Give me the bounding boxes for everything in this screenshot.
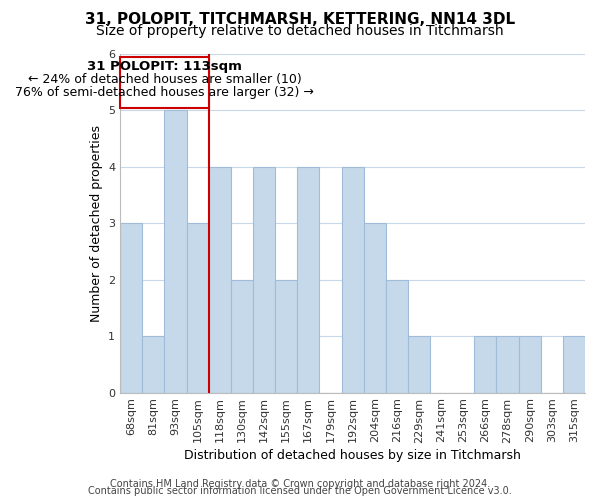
Bar <box>386 280 408 392</box>
Bar <box>187 224 209 392</box>
Text: ← 24% of detached houses are smaller (10): ← 24% of detached houses are smaller (10… <box>28 73 301 86</box>
Bar <box>341 167 364 392</box>
Bar <box>518 336 541 392</box>
Text: 31, POLOPIT, TITCHMARSH, KETTERING, NN14 3DL: 31, POLOPIT, TITCHMARSH, KETTERING, NN14… <box>85 12 515 28</box>
Bar <box>164 110 187 392</box>
Bar <box>275 280 297 392</box>
Bar <box>120 224 142 392</box>
Bar <box>142 336 164 392</box>
Y-axis label: Number of detached properties: Number of detached properties <box>89 125 103 322</box>
Bar <box>496 336 518 392</box>
Bar <box>297 167 319 392</box>
Text: 31 POLOPIT: 113sqm: 31 POLOPIT: 113sqm <box>87 60 242 73</box>
Bar <box>408 336 430 392</box>
Text: Size of property relative to detached houses in Titchmarsh: Size of property relative to detached ho… <box>96 24 504 38</box>
Text: 76% of semi-detached houses are larger (32) →: 76% of semi-detached houses are larger (… <box>15 86 314 99</box>
Bar <box>563 336 585 392</box>
Text: Contains HM Land Registry data © Crown copyright and database right 2024.: Contains HM Land Registry data © Crown c… <box>110 479 490 489</box>
Bar <box>253 167 275 392</box>
Bar <box>120 57 209 108</box>
Text: Contains public sector information licensed under the Open Government Licence v3: Contains public sector information licen… <box>88 486 512 496</box>
Bar <box>209 167 231 392</box>
Bar <box>364 224 386 392</box>
Bar <box>231 280 253 392</box>
Bar <box>475 336 496 392</box>
X-axis label: Distribution of detached houses by size in Titchmarsh: Distribution of detached houses by size … <box>184 450 521 462</box>
